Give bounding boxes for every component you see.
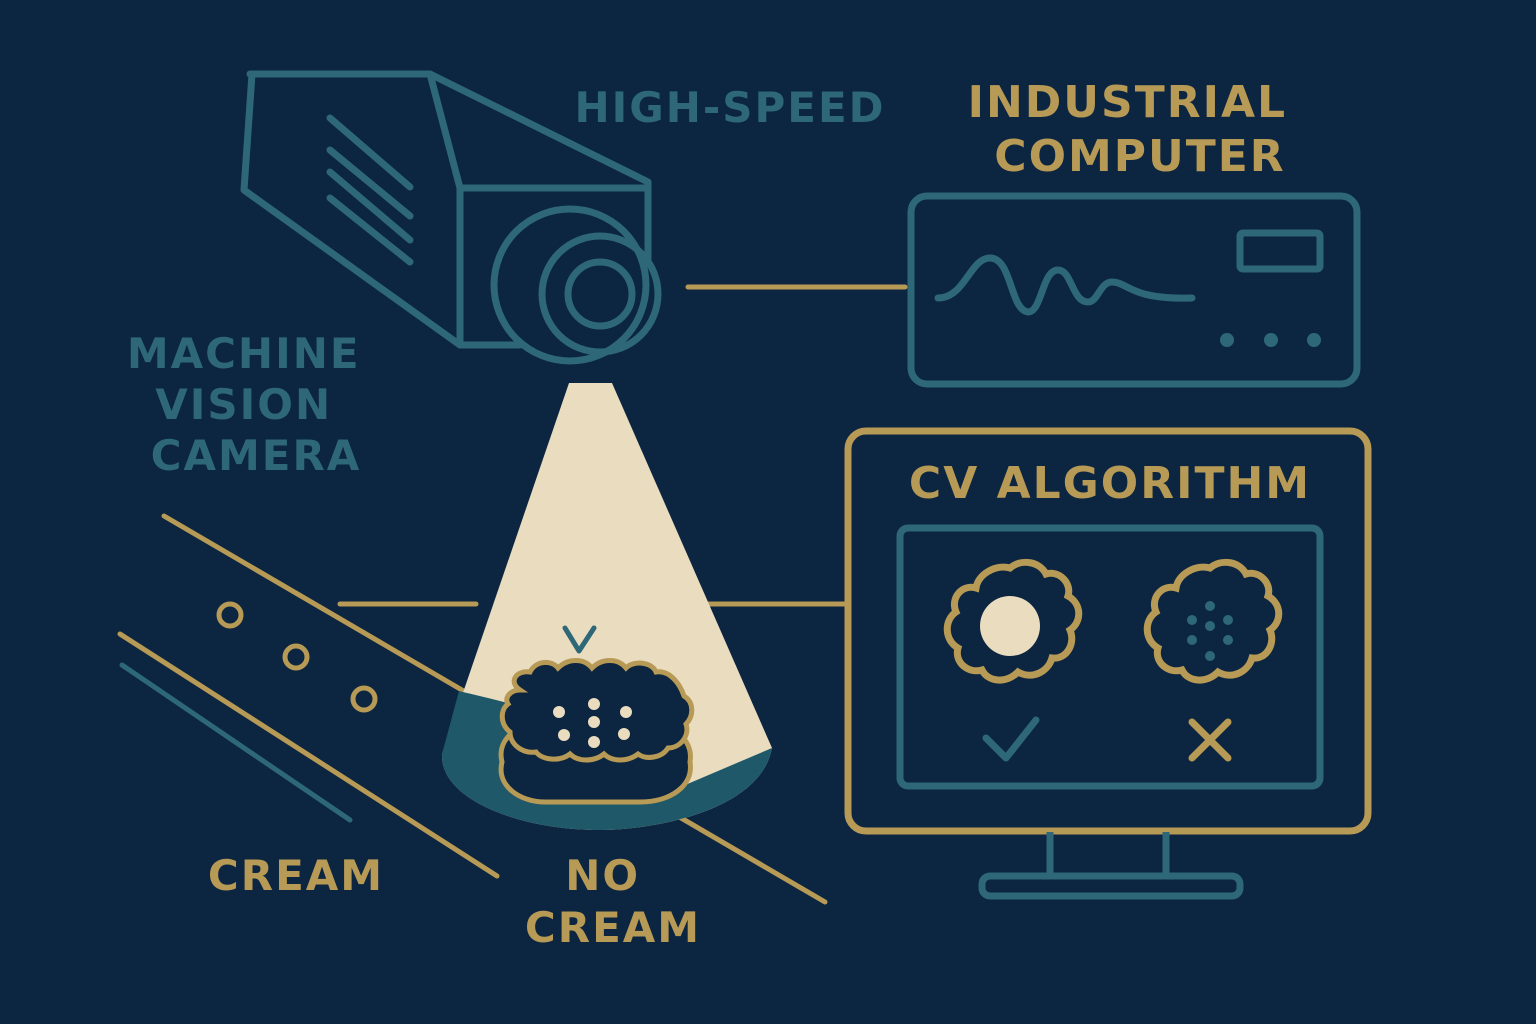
cookie-dots-icon [553, 698, 632, 748]
cookie-with-cream-icon [943, 558, 1083, 684]
check-icon [982, 716, 1040, 762]
cream-label: CREAM [208, 851, 384, 900]
high-speed-label: HIGH-SPEED [574, 83, 885, 132]
machine-vision-camera-icon [240, 70, 662, 365]
waveform-icon [934, 254, 1196, 316]
cookie-no-cream-icon [1143, 558, 1283, 684]
status-dots-icon [1220, 333, 1321, 347]
cross-icon [1188, 718, 1232, 762]
industrial-computer-label: INDUSTRIAL COMPUTER [968, 77, 1305, 182]
beam-mark-icon [562, 625, 597, 654]
monitor-icon [844, 427, 1372, 900]
cv-algorithm-label: CV ALGORITHM [909, 458, 1311, 509]
machine-vision-camera-label: MACHINE VISION CAMERA [127, 329, 377, 480]
industrial-computer-icon [907, 192, 1361, 388]
no-cream-label: NO CREAM [525, 851, 701, 952]
sandwich-cookie-icon [498, 658, 695, 805]
